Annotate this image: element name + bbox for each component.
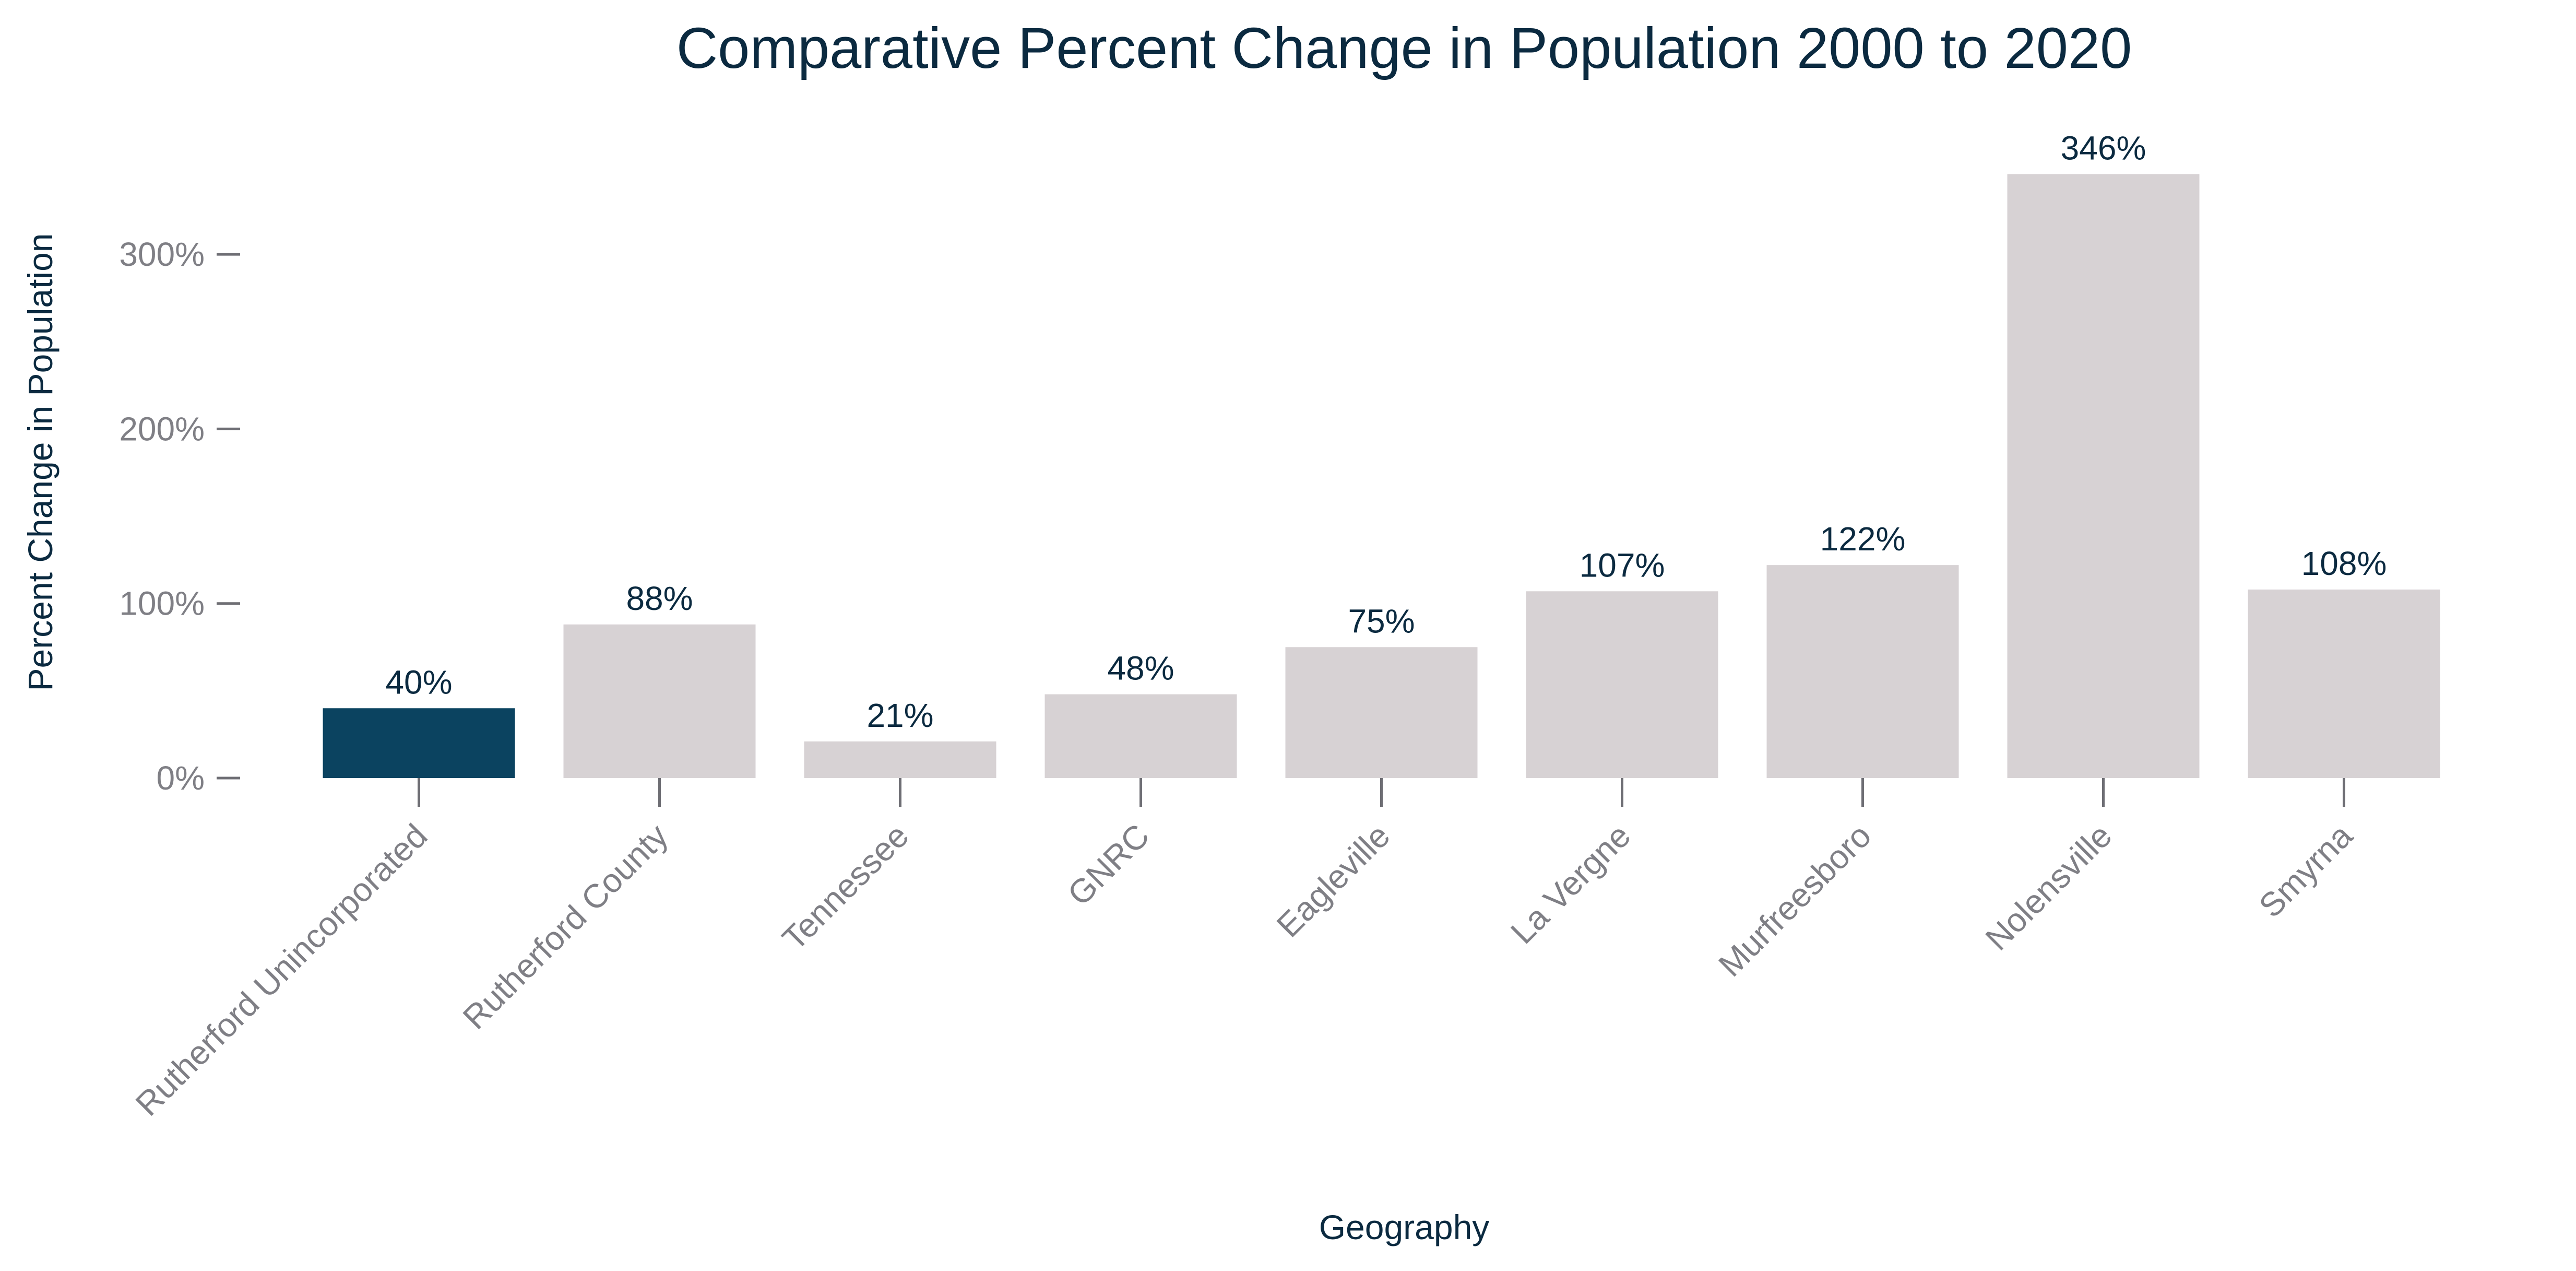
bars-group: [323, 174, 2440, 778]
x-axis: Rutherford Unincorporated Rutherford Coun…: [128, 778, 2360, 1123]
data-label: 107%: [1580, 546, 1665, 584]
data-label: 21%: [866, 697, 933, 734]
bar: [1526, 591, 1718, 778]
bar: [1285, 647, 1478, 778]
x-tick-label: Nolensville: [1978, 817, 2119, 958]
bar: [1766, 565, 1959, 778]
data-labels-group: 40% 88% 21% 48% 75% 107% 122% 346% 108%: [385, 129, 2387, 734]
bar: [2248, 589, 2440, 778]
data-label: 48%: [1107, 650, 1174, 687]
x-tick-label: La Vergne: [1503, 817, 1637, 951]
data-label: 40%: [385, 663, 452, 701]
x-tick-label: Rutherford Unincorporated: [128, 817, 435, 1123]
bar: [1044, 694, 1237, 778]
x-axis-title: Geography: [1319, 1208, 1490, 1246]
y-axis: 0% 100% 200% 300%: [119, 236, 240, 797]
x-tick-label: Eagleville: [1269, 817, 1397, 945]
x-tick-label: Tennessee: [775, 817, 916, 958]
x-tick-label: Smyrna: [2252, 817, 2360, 925]
x-tick-label: Murfreesboro: [1711, 817, 1878, 984]
chart-title: Comparative Percent Change in Population…: [676, 16, 2132, 80]
data-label: 108%: [2301, 545, 2387, 582]
data-label: 88%: [626, 580, 693, 617]
x-tick-label: Rutherford County: [456, 817, 675, 1037]
y-tick-label: 0%: [157, 759, 205, 797]
x-tick-label: GNRC: [1060, 817, 1156, 913]
y-axis-title: Percent Change in Population: [21, 233, 60, 691]
y-tick-label: 100%: [119, 585, 205, 622]
y-tick-label: 300%: [119, 236, 205, 273]
bar: [323, 708, 515, 778]
bar: [563, 624, 756, 778]
data-label: 75%: [1348, 602, 1415, 640]
bar: [2007, 174, 2200, 778]
y-tick-label: 200%: [119, 410, 205, 448]
data-label: 346%: [2061, 129, 2146, 167]
data-label: 122%: [1820, 520, 1906, 558]
bar: [804, 741, 996, 778]
